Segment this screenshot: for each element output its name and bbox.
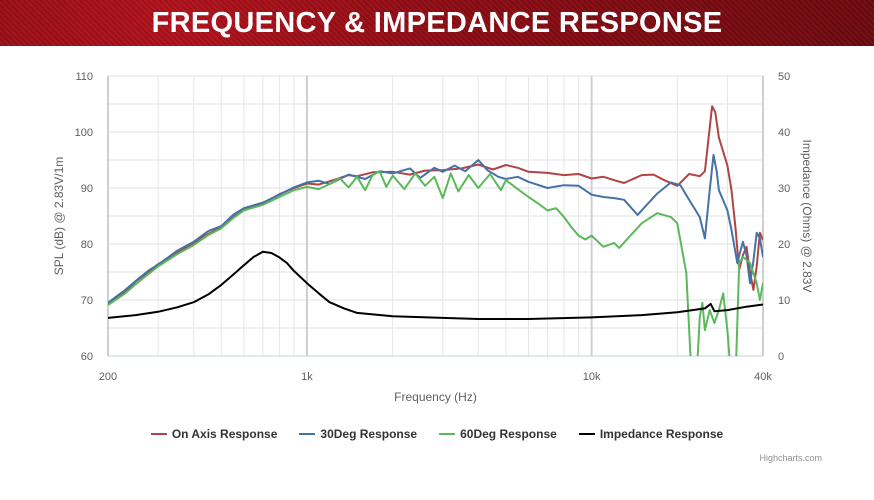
x-tick-label: 10k	[583, 371, 601, 383]
legend-swatch	[578, 433, 595, 435]
legend: On Axis Response 30Deg Response 60Deg Resp…	[0, 427, 874, 441]
y2-axis-title: Impedance (Ohms) @ 2.83V	[800, 140, 814, 293]
x-tick-label: 40k	[754, 371, 772, 383]
y-axis-title: SPL (dB) @ 2.83V/1m	[52, 157, 66, 275]
legend-swatch	[439, 433, 456, 435]
legend-label: 30Deg Response	[320, 427, 418, 441]
legend-item-60deg-response[interactable]: 60Deg Response	[439, 427, 557, 441]
credits-link[interactable]: Highcharts.com	[759, 453, 822, 463]
legend-label: On Axis Response	[171, 427, 278, 441]
legend-item-on-axis-response[interactable]: On Axis Response	[150, 427, 278, 441]
series-line-on-axis-response	[108, 105, 763, 305]
series-line-60deg-response	[108, 170, 763, 356]
page-title: FREQUENCY & IMPEDANCE RESPONSE	[151, 6, 723, 39]
y-tick-label: 70	[81, 295, 93, 307]
y2-tick-label: 40	[778, 127, 790, 139]
y2-tick-label: 10	[778, 295, 790, 307]
legend-label: 60Deg Response	[460, 427, 557, 441]
y-tick-label: 110	[75, 71, 93, 83]
y2-tick-label: 30	[778, 183, 790, 195]
legend-swatch	[150, 433, 167, 435]
y2-tick-label: 50	[778, 71, 790, 83]
y-tick-label: 90	[81, 183, 93, 195]
x-axis-title: Frequency (Hz)	[394, 390, 477, 404]
x-tick-label: 1k	[301, 371, 313, 383]
y2-tick-label: 20	[778, 239, 790, 251]
series-line-30deg-response	[108, 154, 763, 304]
legend-label: Impedance Response	[599, 427, 724, 441]
legend-swatch	[299, 433, 316, 435]
series-line-impedance-response	[108, 250, 763, 320]
header-banner: FREQUENCY & IMPEDANCE RESPONSE	[0, 0, 874, 46]
y2-tick-label: 0	[778, 351, 784, 363]
legend-item-30deg-response[interactable]: 30Deg Response	[299, 427, 417, 441]
legend-item-impedance-response[interactable]: Impedance Response	[578, 427, 724, 441]
y-tick-label: 60	[81, 351, 93, 363]
y-tick-label: 100	[75, 127, 93, 139]
x-tick-label: 200	[99, 371, 117, 383]
y-tick-label: 80	[81, 239, 93, 251]
